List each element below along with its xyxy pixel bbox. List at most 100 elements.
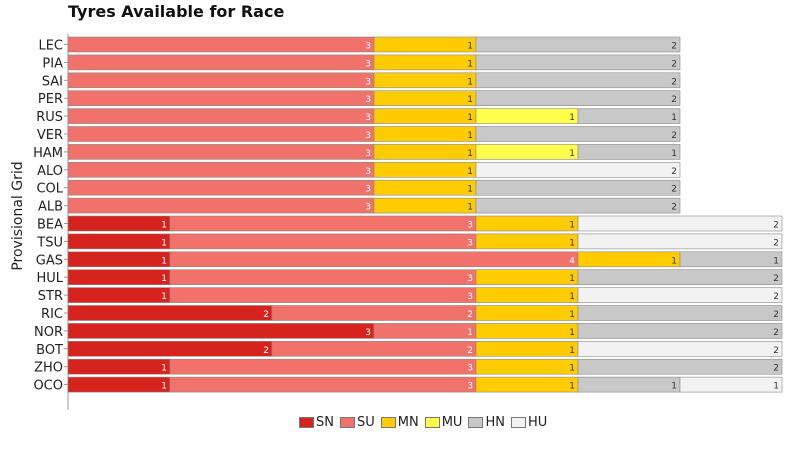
bar-segment — [67, 251, 171, 268]
bar-segment — [67, 108, 375, 124]
legend-item: SU — [339, 415, 375, 430]
bar-segment — [577, 376, 681, 393]
bar-value-label: 1 — [569, 382, 575, 392]
bar-value-label: 1 — [467, 77, 473, 87]
bar-segment — [577, 358, 783, 375]
bar-segment — [373, 108, 477, 124]
y-tick-label: NOR — [34, 325, 63, 340]
bar-value-label: 1 — [569, 238, 575, 248]
bar-value-label: 3 — [467, 292, 473, 302]
bar-segment — [475, 340, 579, 357]
bar-segment — [475, 72, 681, 89]
legend-label: HU — [527, 415, 548, 430]
bar-value-label: 2 — [671, 59, 677, 69]
bar-value-label: 2 — [773, 328, 779, 338]
bar-segment — [475, 144, 579, 160]
bar-value-label: 3 — [365, 95, 371, 105]
bar-value-label: 1 — [161, 274, 167, 284]
bar-value-label: 3 — [365, 113, 371, 123]
bar-value-label: 1 — [161, 238, 167, 248]
legend-swatch — [468, 417, 484, 428]
bar-segment — [169, 269, 477, 286]
bar-value-label: 2 — [773, 274, 779, 284]
bar-value-label: 1 — [467, 149, 473, 159]
bar-segment — [679, 376, 783, 393]
bar-value-label: 1 — [467, 328, 473, 338]
bar-segment — [67, 90, 375, 106]
bar-segment — [373, 72, 477, 89]
bar-value-label: 2 — [671, 95, 677, 105]
bar-segment — [67, 287, 171, 303]
bar-value-label: 2 — [773, 238, 779, 248]
bar-value-label: 2 — [773, 292, 779, 302]
bar-segment — [67, 72, 375, 89]
bar-value-label: 3 — [365, 77, 371, 87]
bar-segment — [169, 376, 477, 393]
y-tick-label: BEA — [37, 218, 63, 233]
bar-segment — [475, 54, 681, 71]
bar-value-label: 2 — [671, 203, 677, 213]
bar-value-label: 2 — [671, 42, 677, 52]
bar-value-label: 1 — [467, 42, 473, 52]
bar-segment — [475, 179, 681, 196]
legend-swatch — [339, 417, 355, 428]
legend-item: MU — [424, 415, 463, 430]
bar-segment — [67, 197, 375, 214]
chart-legend: SN SU MN MU HN HU — [299, 415, 553, 430]
bar-segment — [373, 162, 477, 178]
bar-value-label: 3 — [365, 185, 371, 195]
legend-label: SN — [316, 415, 334, 430]
bar-segment — [271, 340, 477, 357]
bar-segment — [577, 233, 783, 250]
y-tick-label: VER — [37, 128, 63, 143]
y-tick-label: RUS — [36, 110, 63, 125]
y-tick-label: PIA — [42, 56, 63, 71]
bar-segment — [373, 179, 477, 196]
y-axis-label: Provisional Grid — [10, 161, 26, 270]
bar-segment — [475, 233, 579, 250]
y-tick-label: RIC — [41, 307, 63, 322]
bar-segment — [373, 90, 477, 106]
bar-segment — [475, 269, 579, 286]
bar-value-label: 3 — [365, 328, 371, 338]
bar-value-label: 1 — [671, 113, 677, 123]
bar-value-label: 3 — [365, 131, 371, 141]
y-tick-label: OCO — [33, 379, 63, 394]
bar-value-label: 1 — [467, 59, 473, 69]
bar-value-label: 3 — [365, 203, 371, 213]
bar-segment — [475, 215, 579, 232]
bar-segment — [475, 376, 579, 393]
bar-value-label: 1 — [671, 149, 677, 159]
bar-segment — [67, 233, 171, 250]
y-tick-label: GAS — [36, 253, 63, 268]
bar-segment — [475, 90, 681, 106]
bar-segment — [67, 340, 273, 357]
bar-value-label: 2 — [671, 131, 677, 141]
legend-label: MU — [441, 415, 463, 430]
bar-segment — [577, 305, 783, 321]
legend-swatch — [424, 417, 440, 428]
bar-value-label: 1 — [161, 292, 167, 302]
y-tick-label: HAM — [33, 146, 63, 161]
bar-segment — [577, 323, 783, 339]
legend-swatch — [510, 417, 526, 428]
bar-segment — [67, 144, 375, 160]
bar-value-label: 1 — [467, 167, 473, 177]
bar-segment — [67, 36, 375, 53]
bar-segment — [169, 215, 477, 232]
bar-value-label: 1 — [569, 113, 575, 123]
bar-segment — [67, 323, 375, 339]
bar-value-label: 2 — [263, 310, 269, 320]
bar-segment — [475, 358, 579, 375]
bar-segment — [475, 305, 579, 321]
bar-value-label: 1 — [569, 274, 575, 284]
bar-segment — [475, 126, 681, 142]
bar-value-label: 3 — [467, 274, 473, 284]
legend-swatch — [380, 417, 396, 428]
bar-value-label: 2 — [467, 346, 473, 356]
bar-value-label: 1 — [161, 221, 167, 231]
bar-segment — [169, 358, 477, 375]
bar-segment — [577, 108, 681, 124]
bar-segment — [577, 251, 681, 268]
bar-segment — [373, 36, 477, 53]
